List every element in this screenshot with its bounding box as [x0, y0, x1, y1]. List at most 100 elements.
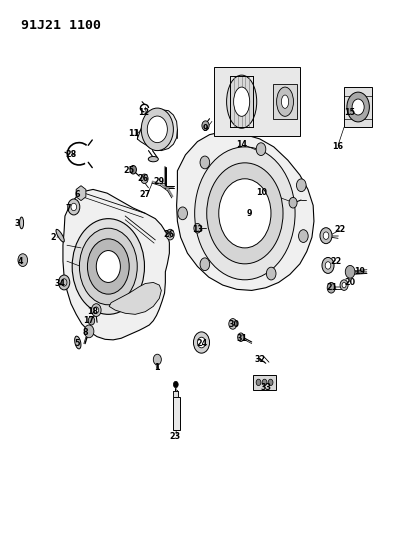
Circle shape	[320, 228, 332, 244]
Circle shape	[91, 304, 101, 317]
Text: 2: 2	[50, 233, 56, 242]
Circle shape	[71, 203, 77, 211]
Text: 13: 13	[192, 225, 203, 234]
Text: 12: 12	[138, 108, 149, 117]
Text: 15: 15	[345, 108, 355, 117]
Text: 22: 22	[330, 257, 342, 265]
Circle shape	[58, 275, 70, 290]
Circle shape	[141, 174, 148, 183]
Circle shape	[166, 229, 174, 240]
Polygon shape	[63, 189, 169, 340]
Circle shape	[200, 156, 210, 169]
Text: 91J21 1100: 91J21 1100	[21, 19, 101, 33]
Circle shape	[268, 379, 273, 385]
Text: 26: 26	[164, 230, 175, 239]
Polygon shape	[177, 131, 314, 290]
Circle shape	[219, 179, 271, 248]
Circle shape	[178, 207, 187, 220]
Circle shape	[18, 254, 27, 266]
Ellipse shape	[226, 75, 257, 128]
Text: 9: 9	[247, 209, 252, 218]
Text: 16: 16	[332, 142, 343, 151]
Bar	[172, 397, 180, 430]
Text: 29: 29	[154, 177, 165, 186]
Circle shape	[87, 239, 129, 294]
Circle shape	[147, 116, 167, 143]
Circle shape	[297, 179, 306, 192]
Text: 14: 14	[236, 140, 247, 149]
Circle shape	[207, 163, 283, 264]
Circle shape	[153, 354, 161, 365]
Text: 32: 32	[254, 355, 265, 364]
Text: 31: 31	[236, 334, 247, 343]
Text: 3: 3	[14, 220, 19, 229]
Text: 19: 19	[355, 268, 366, 276]
Circle shape	[323, 232, 329, 239]
Text: 1: 1	[155, 363, 160, 372]
Ellipse shape	[20, 217, 24, 229]
Circle shape	[247, 207, 254, 217]
Circle shape	[322, 257, 334, 273]
Circle shape	[173, 381, 178, 387]
Text: 6: 6	[74, 190, 80, 199]
Text: 7: 7	[65, 204, 71, 213]
Circle shape	[342, 282, 346, 288]
Circle shape	[347, 92, 370, 122]
Text: 9: 9	[203, 124, 208, 133]
Circle shape	[96, 251, 120, 282]
Ellipse shape	[148, 157, 158, 162]
Circle shape	[197, 337, 206, 348]
Circle shape	[130, 165, 137, 174]
Text: 20: 20	[345, 278, 356, 287]
Text: 10: 10	[256, 188, 267, 197]
Ellipse shape	[276, 87, 293, 116]
Circle shape	[68, 199, 80, 215]
Circle shape	[94, 307, 99, 313]
Circle shape	[340, 280, 348, 290]
Text: 5: 5	[74, 339, 80, 348]
Circle shape	[256, 379, 261, 385]
Text: 27: 27	[140, 190, 151, 199]
Text: 25: 25	[124, 166, 135, 175]
Circle shape	[299, 230, 308, 243]
Circle shape	[88, 317, 95, 325]
Text: 22: 22	[334, 225, 346, 234]
Text: 33: 33	[260, 383, 271, 392]
Text: 26: 26	[138, 174, 149, 183]
Circle shape	[229, 319, 237, 329]
Circle shape	[345, 265, 355, 278]
Text: 24: 24	[196, 339, 207, 348]
Ellipse shape	[56, 229, 64, 242]
Ellipse shape	[75, 336, 81, 349]
Circle shape	[79, 228, 137, 305]
Bar	[214, 67, 300, 136]
Polygon shape	[137, 110, 177, 151]
Text: 17: 17	[83, 316, 94, 325]
Circle shape	[193, 332, 210, 353]
Circle shape	[141, 108, 173, 151]
Circle shape	[238, 333, 244, 342]
Text: 21: 21	[326, 283, 338, 292]
Text: 11: 11	[128, 129, 139, 138]
Circle shape	[194, 223, 201, 233]
Circle shape	[266, 267, 276, 280]
Text: 23: 23	[170, 432, 181, 441]
Bar	[344, 87, 372, 127]
Bar	[253, 375, 276, 390]
Text: 4: 4	[17, 257, 23, 265]
Circle shape	[84, 325, 94, 338]
Circle shape	[352, 99, 364, 115]
Circle shape	[168, 232, 172, 237]
Circle shape	[256, 143, 266, 156]
Text: 8: 8	[82, 328, 88, 337]
Circle shape	[200, 258, 210, 271]
Circle shape	[195, 147, 295, 280]
Text: 28: 28	[65, 150, 77, 159]
Circle shape	[72, 219, 144, 314]
Text: 30: 30	[228, 320, 239, 329]
Circle shape	[202, 121, 209, 131]
Ellipse shape	[234, 87, 250, 116]
Text: 18: 18	[87, 307, 98, 316]
Ellipse shape	[281, 95, 289, 108]
Text: 34: 34	[55, 279, 66, 288]
